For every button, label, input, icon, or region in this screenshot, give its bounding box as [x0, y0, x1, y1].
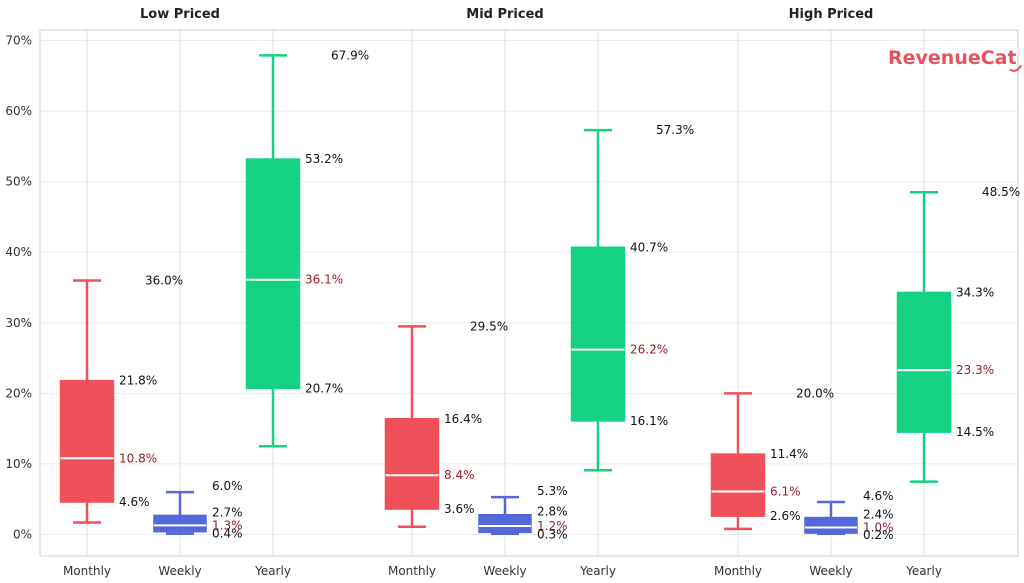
- iqr-box: [245, 158, 301, 390]
- median-label: 8.4%: [444, 468, 475, 482]
- q1-label: 20.7%: [305, 381, 343, 395]
- x-tick-label: Weekly: [158, 564, 201, 578]
- q1-label: 0.3%: [537, 527, 568, 541]
- q1-label: 0.4%: [212, 527, 243, 541]
- x-tick-label: Monthly: [388, 564, 436, 578]
- q1-label: 2.6%: [770, 509, 801, 523]
- median-label: 23.3%: [956, 363, 994, 377]
- whisker-high-label: 57.3%: [656, 123, 694, 137]
- grid-layer: [40, 30, 1018, 556]
- panel-title: High Priced: [789, 7, 874, 22]
- median-label: 26.2%: [630, 343, 668, 357]
- whisker-high-label: 6.0%: [212, 479, 243, 493]
- x-tick-label: Monthly: [63, 564, 111, 578]
- y-tick-label: 70%: [5, 34, 32, 48]
- iqr-box: [478, 513, 532, 534]
- panel-title: Low Priced: [140, 7, 220, 22]
- q1-label: 0.2%: [863, 528, 894, 542]
- iqr-box: [710, 453, 766, 517]
- median-label: 1.0%: [863, 520, 894, 534]
- q3-label: 40.7%: [630, 240, 668, 254]
- iqr-box: [59, 379, 115, 503]
- q1-label: 16.1%: [630, 414, 668, 428]
- titles-layer: Low Priced Mid Priced High Priced: [140, 7, 873, 22]
- whisker-high-label: 29.5%: [470, 319, 508, 333]
- q3-label: 16.4%: [444, 412, 482, 426]
- q3-label: 2.8%: [537, 505, 568, 519]
- median-label: 6.1%: [770, 484, 801, 498]
- y-tick-label: 20%: [5, 386, 32, 400]
- whisker-high-label: 5.3%: [537, 484, 568, 498]
- iqr-box: [570, 246, 626, 422]
- x-tick-label: Weekly: [809, 564, 852, 578]
- median-label: 36.1%: [305, 273, 343, 287]
- q3-label: 34.3%: [956, 285, 994, 299]
- y-tick-label: 40%: [5, 245, 32, 259]
- q3-label: 11.4%: [770, 447, 808, 461]
- boxes-layer: [59, 54, 952, 536]
- q3-label: 2.4%: [863, 508, 894, 522]
- y-tick-label: 60%: [5, 104, 32, 118]
- median-label: 1.3%: [212, 518, 243, 532]
- whisker-high-label: 36.0%: [145, 273, 183, 287]
- whisker-high-label: 20.0%: [796, 386, 834, 400]
- iqr-box: [804, 516, 858, 534]
- y-tick-label: 30%: [5, 316, 32, 330]
- x-tick-label: Yearly: [905, 564, 942, 578]
- q1-label: 14.5%: [956, 425, 994, 439]
- x-tick-label: Weekly: [483, 564, 526, 578]
- axis-layer: 0% 10% 20% 30% 40% 50% 60% 70% Monthly Weekly Year…: [5, 29, 1019, 578]
- q3-label: 53.2%: [305, 152, 343, 166]
- q1-label: 3.6%: [444, 502, 475, 516]
- labels-layer: 36.0% 21.8% 10.8% 4.6% 6.0% 2.7%1.3%0.4% 67.9%…: [119, 48, 1020, 542]
- median-label: 10.8%: [119, 451, 157, 465]
- revenuecat-logo: RevenueCat: [888, 47, 1017, 69]
- x-tick-label: Yearly: [254, 564, 291, 578]
- y-tick-label: 10%: [5, 457, 32, 471]
- whisker-high-label: 48.5%: [982, 185, 1020, 199]
- iqr-box: [896, 291, 952, 433]
- y-tick-label: 0%: [13, 528, 32, 542]
- x-tick-label: Yearly: [579, 564, 616, 578]
- q3-label: 21.8%: [119, 374, 157, 388]
- q1-label: 4.6%: [119, 495, 150, 509]
- panel-title: Mid Priced: [466, 7, 543, 22]
- whisker-high-label: 4.6%: [863, 489, 894, 503]
- y-tick-label: 50%: [5, 175, 32, 189]
- logo-swoosh: [1009, 65, 1022, 72]
- iqr-box: [384, 418, 440, 510]
- q3-label: 2.7%: [212, 505, 243, 519]
- iqr-box: [153, 514, 207, 533]
- plot-frame: [39, 29, 1019, 557]
- median-label: 1.2%: [537, 519, 568, 533]
- x-tick-label: Monthly: [714, 564, 762, 578]
- whisker-high-label: 67.9%: [331, 48, 369, 62]
